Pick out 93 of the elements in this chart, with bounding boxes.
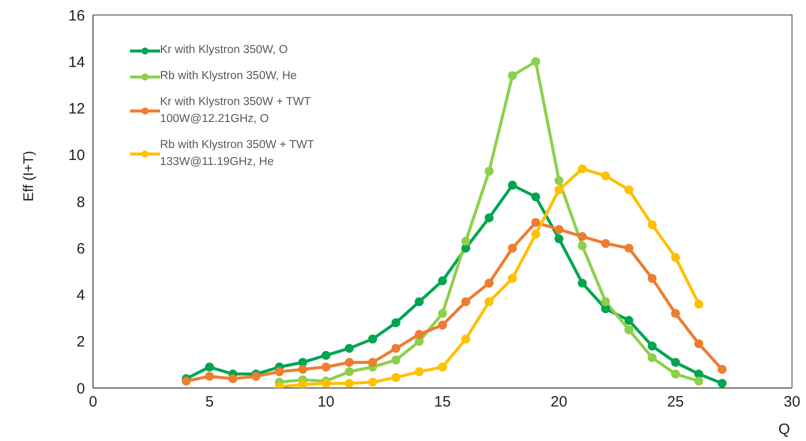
y-tick-label: 14 [68, 54, 85, 71]
point [368, 334, 378, 344]
point [414, 367, 424, 376]
point [508, 71, 517, 80]
point [461, 297, 470, 306]
point [578, 164, 587, 174]
point [554, 224, 564, 234]
point [368, 378, 378, 387]
y-tick-label: 0 [76, 380, 85, 398]
y-tick-label: 2 [76, 334, 85, 351]
point [671, 308, 680, 318]
point [624, 316, 634, 325]
point [344, 378, 354, 388]
point [182, 376, 191, 386]
point [601, 238, 610, 248]
point [484, 213, 494, 222]
point [694, 376, 704, 386]
point [554, 234, 564, 244]
point [671, 370, 680, 379]
x-axis-title: Q [778, 421, 790, 438]
point [344, 344, 354, 353]
point [274, 367, 284, 376]
point [578, 232, 587, 241]
point [624, 185, 634, 194]
point [322, 350, 330, 360]
point [438, 320, 447, 330]
point [391, 318, 400, 328]
x-tick-label: 30 [784, 394, 800, 411]
legend-label: Kr with Klystron 350W + TWT 100W@12.21GHz, O [160, 95, 312, 127]
legend-label: Rb with Klystron 350W, He [160, 69, 298, 84]
point [718, 378, 727, 388]
point [648, 220, 657, 230]
point [554, 185, 564, 194]
point [414, 330, 424, 339]
point [484, 278, 494, 288]
point [718, 364, 727, 374]
point [671, 252, 680, 262]
y-tick-label: 8 [76, 194, 85, 211]
point [671, 358, 680, 367]
legend-label: Rb with Klystron 350W + TWT 133W@11.19GHz, He [160, 138, 315, 170]
legend-label: Kr with Klystron 350W, O [160, 43, 289, 58]
point [438, 308, 447, 318]
point [624, 244, 634, 253]
point [484, 166, 494, 176]
point [205, 372, 214, 381]
y-tick-label: 16 [68, 7, 85, 24]
point [205, 362, 214, 372]
x-tick-label: 10 [318, 394, 334, 411]
point [438, 362, 447, 372]
point [322, 362, 330, 372]
point [438, 276, 447, 286]
point [368, 358, 378, 367]
x-tick-label: 5 [205, 394, 214, 411]
point [391, 344, 400, 353]
point [508, 180, 517, 190]
point [554, 176, 564, 186]
x-tick-label: 15 [434, 394, 451, 411]
point [322, 378, 330, 388]
point [648, 274, 657, 283]
point [531, 57, 540, 66]
y-axis-title: Eff (I+T) [20, 150, 36, 202]
point [601, 171, 610, 180]
point [508, 274, 517, 283]
point [531, 218, 540, 227]
point [298, 380, 308, 388]
point [648, 342, 657, 351]
point [344, 367, 354, 376]
point [391, 356, 400, 365]
point [531, 230, 540, 239]
point [624, 325, 634, 334]
point [484, 297, 494, 306]
point [694, 339, 704, 348]
point [694, 300, 704, 309]
point [578, 241, 587, 250]
point [228, 374, 238, 384]
point [461, 334, 470, 344]
point [531, 192, 540, 202]
y-tick-label: 4 [76, 287, 85, 304]
point [414, 297, 424, 306]
point [344, 358, 354, 367]
point [578, 278, 587, 288]
y-tick-label: 10 [68, 147, 85, 164]
point [601, 297, 610, 306]
y-tick-label: 6 [76, 240, 85, 258]
point [648, 353, 657, 362]
point [461, 236, 470, 246]
point [391, 373, 400, 382]
x-tick-label: 20 [550, 394, 568, 411]
x-tick-label: 25 [667, 394, 684, 411]
x-tick-label: 0 [88, 394, 98, 411]
point [298, 364, 308, 374]
y-tick-label: 12 [68, 100, 85, 118]
point [508, 244, 517, 253]
